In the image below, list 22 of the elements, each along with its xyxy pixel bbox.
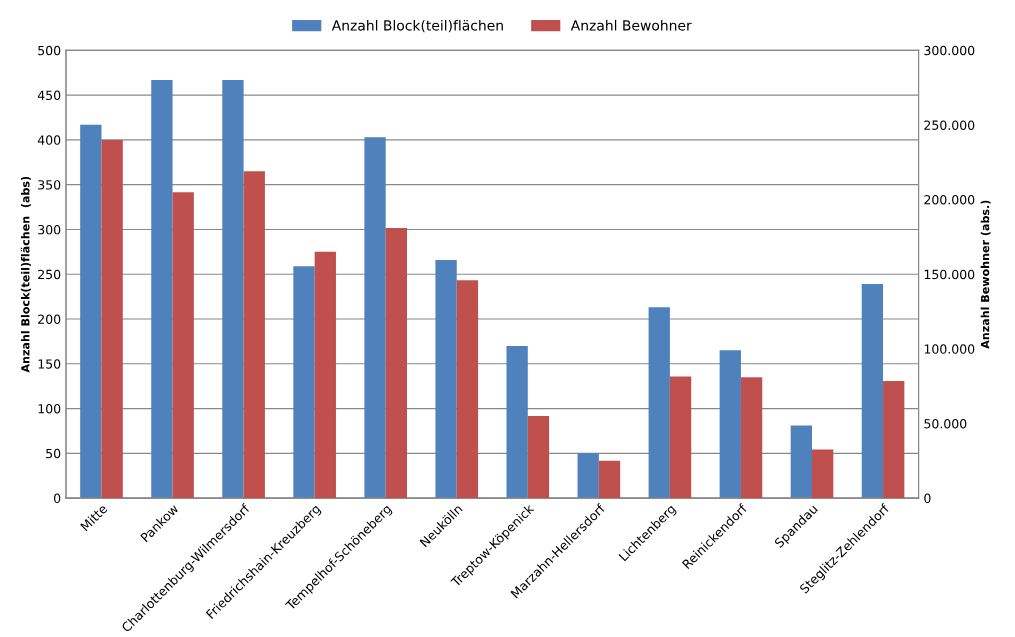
y2-tick-label: 0 <box>924 493 931 504</box>
legend-label: Anzahl Bewohner <box>570 19 692 31</box>
y-tick-label: 400 <box>37 135 61 145</box>
y2-tick-label: 250.000 <box>924 120 975 130</box>
y-tick-label: 0 <box>53 493 61 504</box>
y-tick-label: 300 <box>38 224 61 235</box>
y2-axis-title: Anzahl Bewohner (abs.) <box>980 200 991 349</box>
y2-tick-label: 300.000 <box>924 45 975 56</box>
y2-tick-label: 150.000 <box>924 269 975 280</box>
y-axis-title: Anzahl Block(teil)flächen (abs) <box>20 176 31 373</box>
y-tick-label: 450 <box>37 90 61 101</box>
y-tick-label: 350 <box>38 180 61 190</box>
y-tick-label: 250 <box>38 269 61 280</box>
y-tick-label: 500 <box>38 45 61 56</box>
y-tick-label: 200 <box>38 314 61 324</box>
y2-tick-label: 50.000 <box>924 418 967 429</box>
y2-tick-label: 100.000 <box>924 344 975 354</box>
legend-label: Anzahl Block(teil)flächen <box>331 19 503 33</box>
y-tick-label: 50 <box>46 448 61 459</box>
y2-tick-label: 200.000 <box>924 195 975 205</box>
y-tick-label: 150 <box>38 359 61 369</box>
y-tick-label: 100 <box>38 404 61 414</box>
